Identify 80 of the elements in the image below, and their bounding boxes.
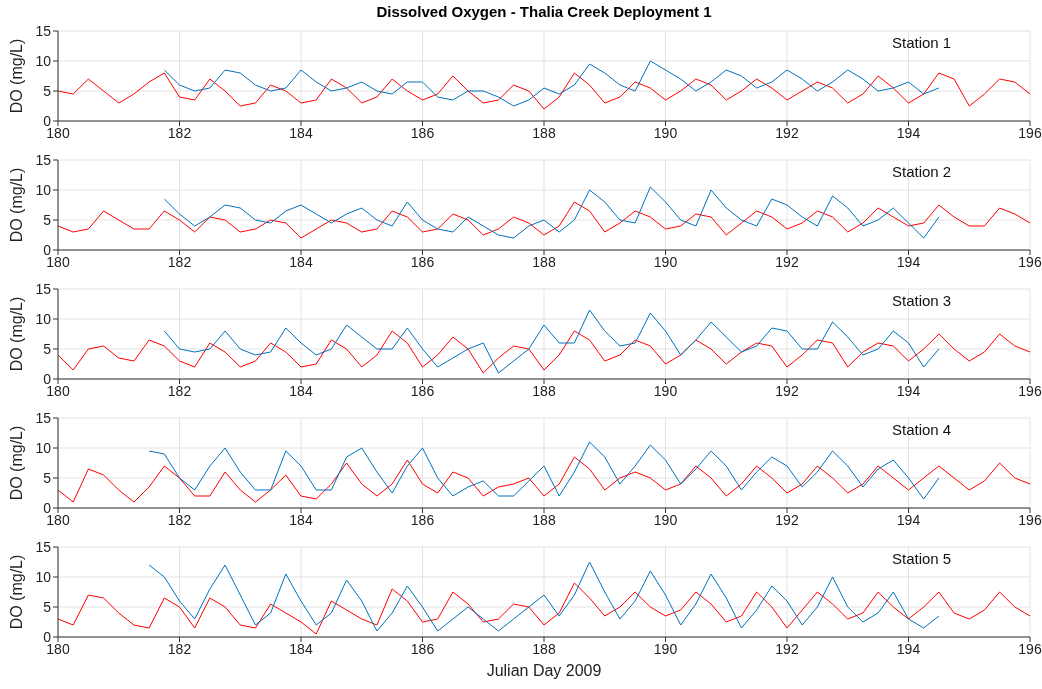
y-tick-label: 5 — [43, 469, 52, 486]
x-tick-label: 190 — [653, 124, 678, 141]
y-tick-label: 15 — [35, 22, 52, 39]
line-series — [58, 330, 1030, 374]
x-tick-label: 192 — [775, 640, 799, 657]
x-tick-label: 186 — [410, 253, 435, 270]
x-tick-label: 196 — [1018, 253, 1042, 270]
y-tick-label: 15 — [35, 280, 52, 297]
y-axis-title: DO (mg/L) — [7, 554, 25, 630]
x-tick-label: 184 — [289, 382, 313, 399]
x-tick-label: 188 — [532, 253, 556, 270]
x-tick-label: 196 — [1018, 640, 1042, 657]
x-tick-label: 186 — [410, 382, 435, 399]
x-tick-label: 188 — [532, 124, 556, 141]
x-tick-label: 196 — [1018, 124, 1042, 141]
x-tick-label: 192 — [775, 511, 799, 528]
y-axis-title: DO (mg/L) — [7, 167, 25, 243]
y-axis-title: DO (mg/L) — [7, 38, 25, 114]
line-series — [58, 456, 1030, 503]
x-tick-label: 186 — [410, 511, 435, 528]
x-tick-label: 190 — [653, 511, 678, 528]
x-axis-title: Julian Day 2009 — [486, 662, 602, 680]
y-tick-label: 10 — [35, 439, 52, 456]
annotation: Station 3 — [892, 292, 952, 309]
y-tick-label: 10 — [35, 310, 52, 327]
x-tick-label: 194 — [896, 124, 921, 141]
x-tick-label: 184 — [289, 511, 313, 528]
x-tick-label: 188 — [532, 511, 556, 528]
x-tick-label: 192 — [775, 253, 799, 270]
x-tick-label: 182 — [167, 124, 192, 141]
x-tick-label: 182 — [167, 382, 192, 399]
y-tick-label: 5 — [43, 82, 52, 99]
line-series — [148, 441, 940, 500]
x-tick-label: 184 — [289, 253, 313, 270]
y-tick-label: 0 — [43, 241, 52, 258]
annotation: Station 2 — [892, 163, 952, 180]
y-tick-label: 15 — [35, 409, 52, 426]
x-tick-label: 194 — [896, 640, 921, 657]
y-tick-label: 10 — [35, 568, 52, 585]
y-tick-label: 0 — [43, 628, 52, 645]
y-tick-label: 10 — [35, 181, 52, 198]
x-tick-label: 194 — [896, 253, 921, 270]
line-series — [163, 309, 940, 374]
line-series — [58, 201, 1030, 239]
x-tick-label: 194 — [896, 511, 921, 528]
line-series — [163, 186, 940, 239]
x-tick-label: 182 — [167, 511, 192, 528]
x-tick-label: 186 — [410, 640, 435, 657]
annotation: Station 4 — [892, 421, 952, 438]
chart-title: Dissolved Oxygen - Thalia Creek Deployment 1 — [375, 3, 713, 20]
y-tick-label: 10 — [35, 52, 52, 69]
x-tick-label: 196 — [1018, 382, 1042, 399]
x-tick-label: 188 — [532, 640, 556, 657]
line-series — [163, 60, 940, 107]
line-series — [58, 72, 1030, 110]
y-tick-label: 0 — [43, 499, 52, 516]
x-tick-label: 192 — [775, 382, 799, 399]
x-tick-label: 182 — [167, 640, 192, 657]
x-tick-label: 190 — [653, 382, 678, 399]
y-tick-label: 5 — [43, 211, 52, 228]
x-tick-label: 194 — [896, 382, 921, 399]
x-tick-label: 196 — [1018, 511, 1042, 528]
y-tick-label: 5 — [43, 598, 52, 615]
x-tick-label: 192 — [775, 124, 799, 141]
y-axis-title: DO (mg/L) — [7, 296, 25, 372]
x-tick-label: 190 — [653, 253, 678, 270]
y-tick-label: 0 — [43, 112, 52, 129]
x-tick-label: 186 — [410, 124, 435, 141]
y-tick-label: 0 — [43, 370, 52, 387]
annotation: Station 1 — [892, 34, 952, 51]
y-tick-label: 15 — [35, 538, 52, 555]
x-tick-label: 190 — [653, 640, 678, 657]
y-tick-label: 5 — [43, 340, 52, 357]
x-tick-label: 184 — [289, 124, 313, 141]
annotation: Station 5 — [892, 550, 952, 567]
y-axis-title: DO (mg/L) — [7, 425, 25, 501]
x-tick-label: 184 — [289, 640, 313, 657]
x-tick-label: 182 — [167, 253, 192, 270]
x-tick-label: 188 — [532, 382, 556, 399]
y-tick-label: 15 — [35, 151, 52, 168]
